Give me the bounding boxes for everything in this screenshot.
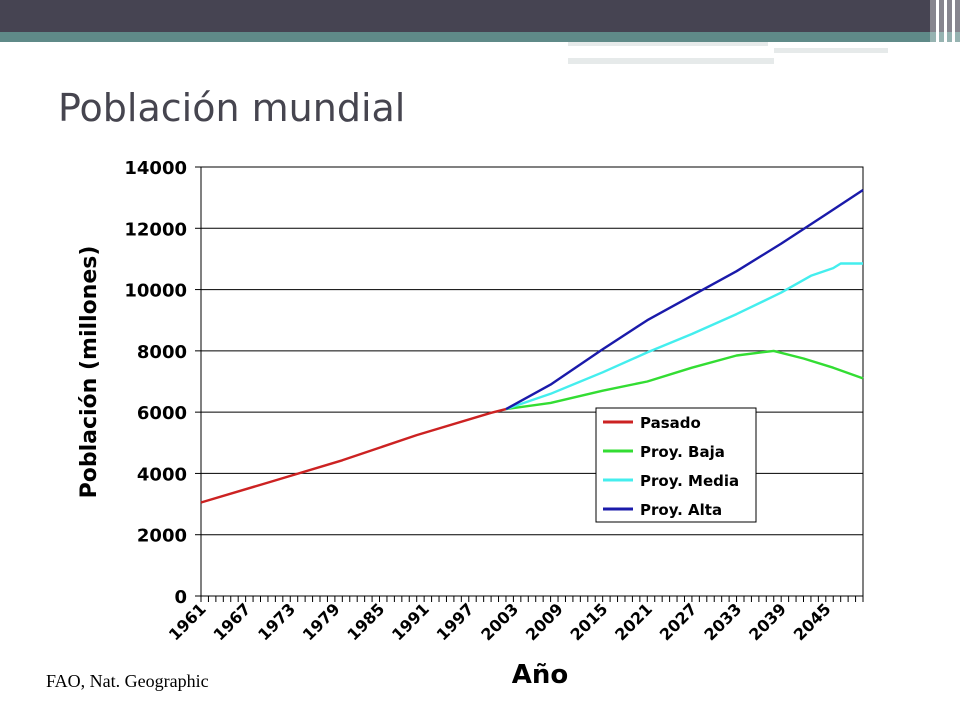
x-tick-label: 2027	[656, 599, 701, 644]
series-line-1	[505, 349, 864, 411]
x-tick-label: 2039	[745, 599, 790, 644]
x-tick-label: 2003	[477, 599, 522, 644]
y-tick-label: 12000	[124, 219, 187, 240]
y-tick-label: 10000	[124, 281, 187, 302]
grid-lines	[201, 166, 863, 536]
slide-title: Población mundial	[58, 86, 406, 130]
x-axis-label: Año	[512, 660, 569, 690]
y-tick-label: 0	[174, 587, 187, 608]
legend-label: Proy. Alta	[640, 501, 722, 519]
series-line-0	[200, 407, 507, 504]
legend-label: Pasado	[640, 414, 701, 432]
x-tick-label: 1991	[388, 599, 433, 644]
x-tick-label: 2045	[790, 599, 835, 644]
plot-area	[200, 166, 864, 597]
x-tick-label: 1997	[433, 599, 478, 644]
legend-box	[595, 407, 757, 523]
y-tick-label: 4000	[137, 464, 187, 485]
y-tick-label: 2000	[137, 526, 187, 547]
accent-band	[0, 32, 960, 42]
legend-label: Proy. Media	[640, 472, 739, 490]
x-axis-ticks: 1961 1967 1973 1979 1985 1991 1997 2003 2009 2015…	[165, 596, 864, 644]
series-line-3	[505, 188, 864, 411]
x-tick-label: 2033	[700, 599, 745, 644]
source-credit: FAO, Nat. Geographic	[46, 671, 209, 691]
x-tick-label: 1979	[299, 599, 344, 644]
y-axis-label: Población (millones)	[77, 246, 102, 499]
x-tick-label: 2021	[611, 599, 656, 644]
y-tick-label: 6000	[137, 403, 187, 424]
x-tick-label: 1973	[254, 599, 299, 644]
y-tick-label: 14000	[124, 158, 187, 179]
corner-decoration	[568, 0, 960, 66]
series-line-2	[505, 262, 863, 411]
legend: Pasado Proy. Baja Proy. Media Proy. Alta	[595, 407, 757, 523]
x-tick-label: 1967	[210, 599, 255, 644]
y-axis-ticks: 0 2000 4000 6000 8000 10000 12000 14000	[124, 158, 201, 608]
y-tick-label: 8000	[137, 342, 187, 363]
legend-label: Proy. Baja	[640, 443, 725, 461]
x-tick-label: 1985	[343, 599, 388, 644]
x-tick-label: 2015	[567, 599, 612, 644]
x-tick-label: 2009	[522, 599, 567, 644]
x-tick-label: 1961	[165, 599, 210, 644]
series-lines	[200, 188, 864, 504]
title-bar-decoration	[0, 0, 960, 32]
